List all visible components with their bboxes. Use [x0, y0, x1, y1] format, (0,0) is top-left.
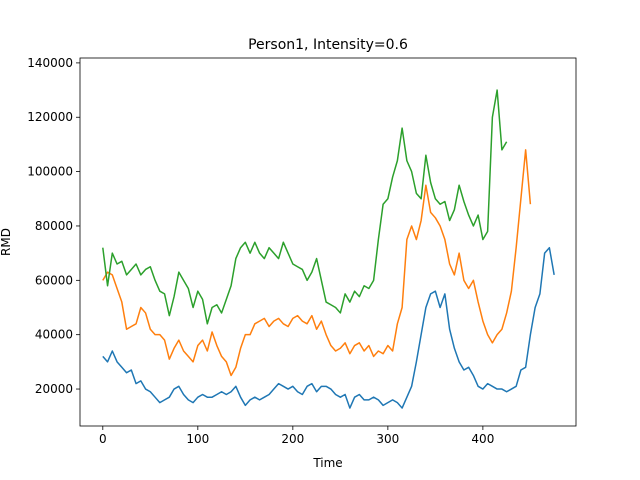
x-tick-label: 0	[99, 432, 107, 446]
y-tick-label: 100000	[27, 165, 73, 179]
x-tick-label: 200	[281, 432, 304, 446]
series-line	[102, 149, 532, 377]
x-axis-label: Time	[312, 456, 342, 470]
x-tick-label: 300	[376, 432, 399, 446]
y-axis-label: RMD	[0, 228, 13, 256]
series-line	[102, 89, 508, 325]
y-tick-label: 140000	[27, 56, 73, 70]
x-tick-label: 400	[471, 432, 494, 446]
chart-title: Person1, Intensity=0.6	[248, 37, 408, 53]
series-line	[102, 246, 555, 409]
plot-frame	[79, 57, 577, 427]
y-tick-label: 40000	[35, 328, 73, 342]
y-tick-label: 20000	[35, 382, 73, 396]
y-tick-label: 80000	[35, 219, 73, 233]
y-tick-label: 60000	[35, 273, 73, 287]
y-tick-label: 120000	[27, 110, 73, 124]
x-tick-label: 100	[186, 432, 209, 446]
